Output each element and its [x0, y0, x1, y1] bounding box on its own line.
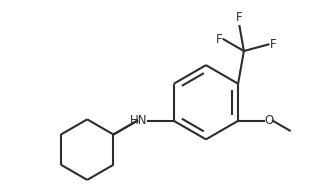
Text: F: F [270, 38, 276, 51]
Text: HN: HN [130, 114, 147, 127]
Text: F: F [236, 11, 243, 24]
Text: O: O [264, 114, 274, 127]
Text: F: F [215, 33, 222, 46]
